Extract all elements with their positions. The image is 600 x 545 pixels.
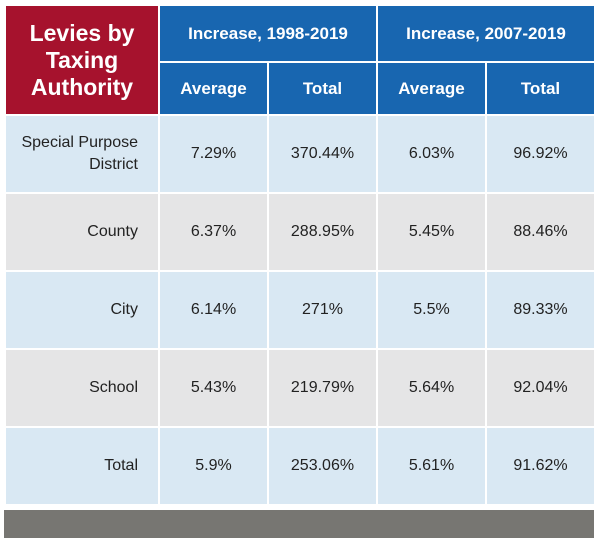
footer-bar — [4, 510, 594, 538]
table-title: Levies by Taxing Authority — [4, 4, 160, 116]
row-label: Total — [4, 426, 160, 506]
table-row: Total 5.9% 253.06% 5.61% 91.62% — [4, 426, 596, 506]
cell-total-1998-2019: 370.44% — [267, 114, 378, 194]
group-header-1998-2019: Increase, 1998-2019 — [158, 4, 378, 63]
cell-average-2007-2019: 5.61% — [376, 426, 487, 506]
row-label: Special Purpose District — [4, 114, 160, 194]
cell-average-2007-2019: 5.45% — [376, 192, 487, 272]
table-row: City 6.14% 271% 5.5% 89.33% — [4, 270, 596, 350]
cell-average-2007-2019: 6.03% — [376, 114, 487, 194]
cell-total-2007-2019: 96.92% — [485, 114, 596, 194]
levies-table-container: Levies by Taxing Authority Increase, 199… — [4, 4, 596, 538]
cell-total-2007-2019: 89.33% — [485, 270, 596, 350]
cell-total-1998-2019: 271% — [267, 270, 378, 350]
row-label: School — [4, 348, 160, 428]
cell-total-2007-2019: 91.62% — [485, 426, 596, 506]
column-header-average-1998-2019: Average — [158, 61, 269, 116]
cell-average-2007-2019: 5.5% — [376, 270, 487, 350]
column-header-total-2007-2019: Total — [485, 61, 596, 116]
cell-average-1998-2019: 7.29% — [158, 114, 269, 194]
cell-total-1998-2019: 288.95% — [267, 192, 378, 272]
cell-average-1998-2019: 5.9% — [158, 426, 269, 506]
cell-total-2007-2019: 92.04% — [485, 348, 596, 428]
cell-total-1998-2019: 253.06% — [267, 426, 378, 506]
column-header-total-1998-2019: Total — [267, 61, 378, 116]
cell-average-1998-2019: 6.37% — [158, 192, 269, 272]
cell-average-2007-2019: 5.64% — [376, 348, 487, 428]
levies-table: Levies by Taxing Authority Increase, 199… — [4, 4, 596, 506]
group-header-2007-2019: Increase, 2007-2019 — [376, 4, 596, 63]
row-label: City — [4, 270, 160, 350]
cell-average-1998-2019: 5.43% — [158, 348, 269, 428]
column-header-average-2007-2019: Average — [376, 61, 487, 116]
table-row: Special Purpose District 7.29% 370.44% 6… — [4, 114, 596, 194]
cell-total-2007-2019: 88.46% — [485, 192, 596, 272]
cell-average-1998-2019: 6.14% — [158, 270, 269, 350]
cell-total-1998-2019: 219.79% — [267, 348, 378, 428]
row-label: County — [4, 192, 160, 272]
table-row: County 6.37% 288.95% 5.45% 88.46% — [4, 192, 596, 272]
table-row: School 5.43% 219.79% 5.64% 92.04% — [4, 348, 596, 428]
